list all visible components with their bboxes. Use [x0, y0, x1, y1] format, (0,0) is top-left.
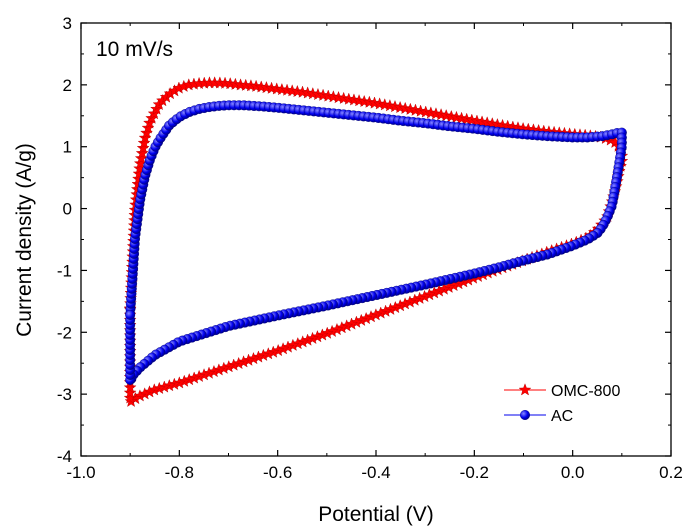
- y-tick-label: 0: [63, 200, 72, 219]
- y-tick-label: -3: [57, 385, 72, 404]
- series-point-omc-800: [133, 156, 147, 170]
- tick-labels: -1.0 -0.8 -0.6 -0.4 -0.2 0.0 0.2 -4 -3 -2 -1 0 1 2 3: [57, 14, 683, 482]
- series-point-omc-800: [137, 136, 151, 149]
- legend-label-ac: AC: [551, 408, 573, 425]
- legend-symbol-omc-800: [518, 383, 532, 396]
- y-tick-label: -4: [57, 447, 72, 466]
- x-tick-label: -1.0: [66, 463, 95, 482]
- legend-entry-omc-800: OMC-800: [504, 383, 620, 400]
- series-point-omc-800: [135, 146, 149, 159]
- y-tick-label: -2: [57, 323, 72, 342]
- series-layer: [123, 76, 629, 407]
- series-point-omc-800: [123, 391, 137, 404]
- legend-marker-omc-800: [518, 383, 532, 396]
- y-tick-label: 1: [63, 138, 72, 157]
- legend-label-omc-800: OMC-800: [551, 383, 620, 400]
- series-point-ac: [125, 309, 136, 320]
- x-tick-label: 0.2: [659, 463, 683, 482]
- legend-marker-ac: [520, 410, 531, 421]
- y-tick-label: 2: [63, 76, 72, 95]
- series-point-omc-800: [136, 141, 150, 154]
- legend: OMC-800 AC: [504, 383, 620, 425]
- x-tick-label: -0.2: [460, 463, 489, 482]
- series-point-omc-800: [134, 151, 148, 164]
- series-point-omc-800: [123, 386, 137, 399]
- x-tick-label: -0.6: [263, 463, 292, 482]
- x-tick-label: -0.4: [361, 463, 390, 482]
- y-tick-label: 3: [63, 14, 72, 33]
- y-axis-title: Current density (A/g): [13, 143, 36, 337]
- x-tick-label: -0.8: [165, 463, 194, 482]
- annotation-scan-rate: 10 mV/s: [96, 38, 173, 61]
- series-ac: [125, 100, 627, 385]
- legend-symbol-ac: [520, 410, 531, 421]
- axis-ticks: [80, 22, 672, 457]
- series-point-omc-800: [123, 380, 137, 394]
- x-axis-title: Potential (V): [318, 503, 434, 526]
- y-tick-label: -1: [57, 261, 72, 280]
- legend-entry-ac: AC: [504, 408, 573, 425]
- x-tick-label: 0.0: [561, 463, 585, 482]
